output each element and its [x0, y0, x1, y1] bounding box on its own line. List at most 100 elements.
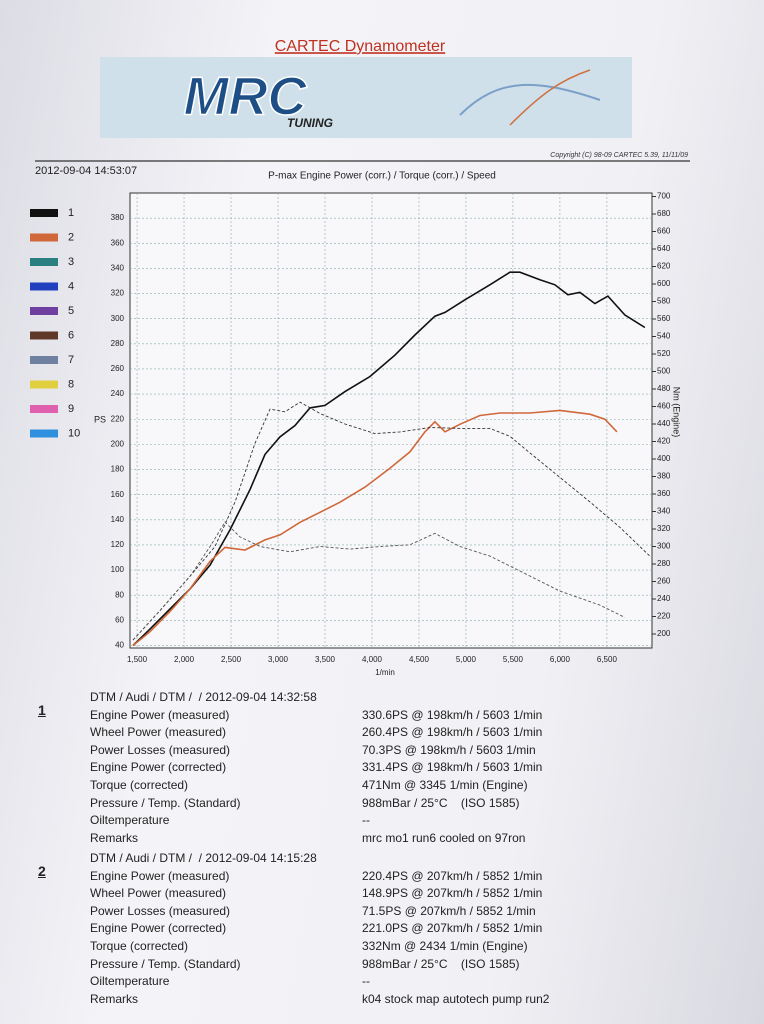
row-label: Wheel Power (measured)	[90, 886, 227, 901]
y-tick-label: 360	[111, 238, 125, 247]
x-tick-label: 5,500	[503, 655, 524, 664]
y2-tick-label: 220	[657, 612, 671, 621]
legend-label: 8	[68, 378, 74, 390]
timestamp: 2012-09-04 14:53:07	[35, 165, 137, 177]
legend-swatch	[30, 356, 58, 364]
chart-title: P-max Engine Power (corr.) / Torque (cor…	[268, 171, 496, 182]
y2-tick-label: 340	[657, 507, 671, 516]
row-label: Power Losses (measured)	[90, 903, 231, 918]
y2-tick-label: 500	[657, 367, 671, 376]
y-tick-label: 300	[111, 314, 125, 323]
y2-tick-label: 300	[657, 542, 671, 551]
copyright: Copyright (C) 98-09 CARTEC 5.39, 11/11/0…	[550, 152, 688, 159]
row-label: Engine Power (corrected)	[90, 921, 227, 936]
row-label: Power Losses (measured)	[90, 742, 231, 757]
x-tick-label: 1,500	[127, 655, 148, 664]
y-tick-label: 40	[115, 641, 124, 650]
run-number: 1	[38, 702, 46, 718]
x-tick-label: 6,000	[550, 655, 571, 664]
y-tick-label: 60	[115, 615, 124, 624]
row-label: Engine Power (measured)	[90, 868, 230, 883]
series-line	[132, 409, 618, 647]
y-tick-label: 220	[111, 414, 125, 423]
row-value: 221.0PS @ 207km/h / 5852 1/min	[362, 921, 543, 936]
legend-swatch	[30, 258, 58, 266]
row-value: 988mBar / 25°C (ISO 1585)	[362, 795, 520, 810]
legend-swatch	[30, 429, 58, 438]
legend-label: 7	[68, 354, 74, 366]
y-tick-label: 120	[111, 540, 125, 549]
y2-tick-label: 700	[657, 192, 671, 201]
y-tick-label: 140	[111, 515, 125, 524]
legend-label: 3	[68, 256, 74, 268]
run-header: DTM / Audi / DTM / / 2012-09-04 14:32:58	[90, 690, 317, 704]
row-value: 260.4PS @ 198km/h / 5603 1/min	[362, 725, 543, 740]
y2-tick-label: 620	[657, 262, 671, 271]
legend-label: 2	[68, 231, 74, 243]
row-label: Wheel Power (measured)	[90, 725, 227, 740]
y2-tick-label: 320	[657, 524, 671, 533]
row-label: Engine Power (measured)	[90, 707, 230, 722]
series-line	[132, 271, 646, 647]
x-tick-label: 3,500	[315, 655, 336, 664]
row-value: 471Nm @ 3345 1/min (Engine)	[362, 778, 528, 792]
y-tick-label: 380	[111, 213, 125, 222]
legend-label: 5	[68, 305, 74, 317]
y2-tick-label: 400	[657, 454, 671, 463]
legend-label: 10	[68, 427, 80, 439]
logo-curve	[459, 83, 601, 116]
row-label: Remarks	[90, 830, 139, 845]
y-tick-label: 100	[111, 565, 125, 574]
row-label: Engine Power (corrected)	[90, 760, 227, 775]
y-tick-label: 160	[111, 490, 125, 499]
y-tick-label: 260	[111, 364, 125, 373]
y2-tick-label: 260	[657, 577, 671, 586]
row-label: Pressure / Temp. (Standard)	[90, 795, 241, 810]
x-tick-label: 6,500	[597, 655, 618, 664]
y-tick-label: 80	[115, 590, 124, 599]
y2-tick-label: 680	[657, 209, 671, 218]
y2-tick-label: 640	[657, 244, 671, 253]
legend-swatch	[30, 331, 58, 340]
legend-label: 6	[68, 329, 74, 341]
row-value: mrc mo1 run6 cooled on 97ron	[362, 830, 526, 845]
y-tick-label: 180	[111, 465, 125, 474]
legend-label: 4	[68, 280, 74, 292]
row-value: 220.4PS @ 207km/h / 5852 1/min	[362, 868, 543, 883]
row-value: 330.6PS @ 198km/h / 5603 1/min	[362, 707, 543, 722]
y2-tick-label: 460	[657, 402, 671, 411]
logo: MRC	[184, 66, 308, 126]
x-tick-label: 4,000	[362, 655, 383, 664]
legend-swatch	[30, 233, 58, 242]
y2-tick-label: 240	[657, 594, 671, 603]
y2-tick-label: 360	[657, 489, 671, 498]
logo-banner	[100, 57, 632, 138]
y2-tick-label: 600	[657, 279, 671, 288]
run-number: 2	[38, 863, 46, 879]
row-label: Oiltemperature	[90, 813, 170, 828]
y2-tick-label: 440	[657, 419, 671, 428]
x-tick-label: 2,500	[221, 655, 242, 664]
y2-tick-label: 280	[657, 559, 671, 568]
y2-tick-label: 660	[657, 227, 671, 236]
legend-swatch	[30, 209, 58, 217]
y-tick-label: 200	[111, 439, 125, 448]
row-value: --	[362, 813, 370, 828]
y-tick-label: 340	[111, 264, 125, 273]
series-line	[132, 401, 651, 641]
plot-area	[129, 192, 653, 649]
row-label: Oiltemperature	[90, 974, 170, 989]
y2-tick-label: 560	[657, 314, 671, 323]
y2-tick-label: 540	[657, 332, 671, 341]
y2-tick-label: 580	[657, 297, 671, 306]
y2-tick-label: 480	[657, 384, 671, 393]
legend-swatch	[30, 282, 58, 291]
legend-swatch	[30, 405, 58, 413]
row-label: Torque (corrected)	[90, 939, 189, 953]
row-value: 148.9PS @ 207km/h / 5852 1/min	[362, 886, 543, 901]
y2-tick-label: 380	[657, 472, 671, 481]
row-label: Torque (corrected)	[90, 778, 189, 792]
y2-axis-label: Nm (Engine)	[672, 387, 682, 438]
row-value: 70.3PS @ 198km/h / 5603 1/min	[362, 742, 536, 757]
row-value: 988mBar / 25°C (ISO 1585)	[362, 956, 520, 971]
